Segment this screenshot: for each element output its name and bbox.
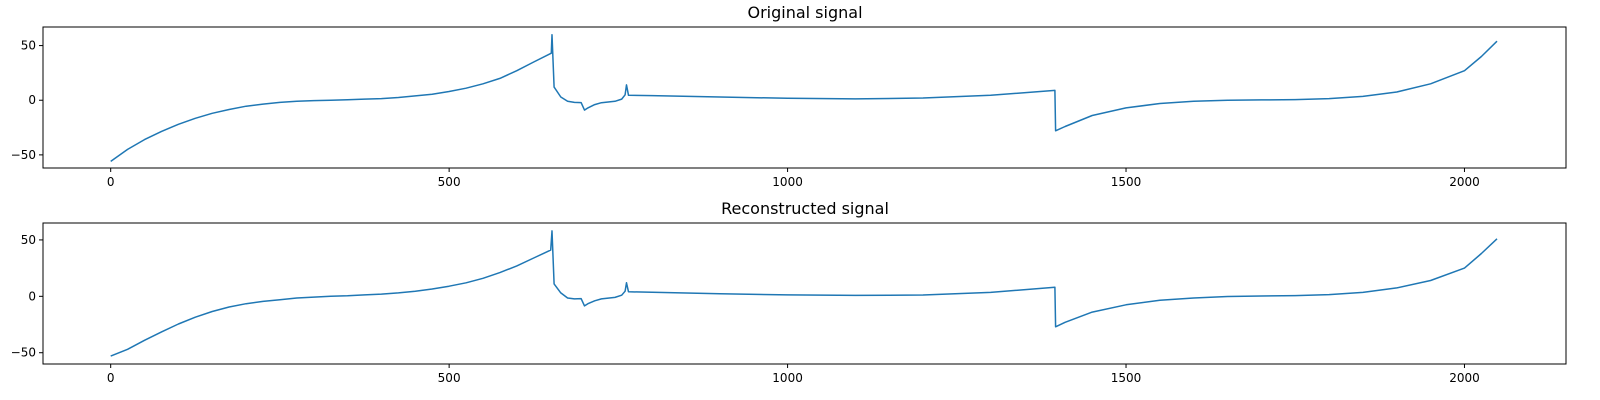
- series-line: [110, 33, 1498, 163]
- subplot-title: Reconstructed signal: [721, 199, 889, 218]
- y-tick-label: 50: [21, 39, 36, 53]
- axes-frame: [42, 222, 1567, 365]
- y-axis: −50 0 50: [11, 39, 43, 162]
- subplot-original-signal: Original signal 0 500 1000 1500 2000 −50 0 50: [11, 3, 1567, 189]
- axes-frame: [42, 26, 1567, 169]
- y-tick-label: −50: [11, 346, 36, 360]
- x-tick-label: 1000: [772, 175, 803, 189]
- x-tick-label: 500: [438, 371, 461, 385]
- y-tick-label: 0: [28, 289, 36, 303]
- x-tick-label: 1500: [1111, 371, 1142, 385]
- x-tick-label: 0: [107, 175, 115, 189]
- x-axis: 0 500 1000 1500 2000: [107, 364, 1480, 385]
- y-tick-label: 0: [28, 93, 36, 107]
- x-tick-label: 2000: [1449, 175, 1480, 189]
- x-tick-label: 2000: [1449, 371, 1480, 385]
- x-tick-label: 0: [107, 371, 115, 385]
- subplot-title: Original signal: [747, 3, 862, 22]
- y-axis: −50 0 50: [11, 233, 43, 360]
- x-tick-label: 500: [438, 175, 461, 189]
- x-axis: 0 500 1000 1500 2000: [107, 168, 1480, 189]
- series-line: [110, 230, 1498, 357]
- y-tick-label: −50: [11, 148, 36, 162]
- x-tick-label: 1000: [772, 371, 803, 385]
- y-tick-label: 50: [21, 233, 36, 247]
- subplot-reconstructed-signal: Reconstructed signal 0 500 1000 1500 2000 −5…: [11, 199, 1567, 385]
- x-tick-label: 1500: [1111, 175, 1142, 189]
